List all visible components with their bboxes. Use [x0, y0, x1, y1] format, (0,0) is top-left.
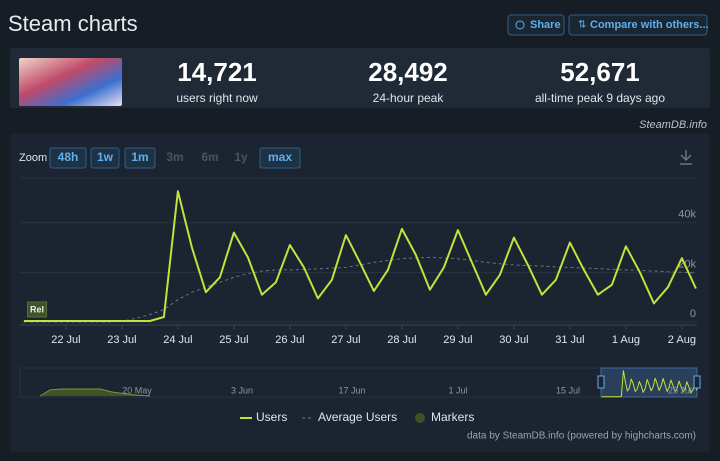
x-tick-label: 24 Jul: [163, 334, 192, 346]
zoom-button-label: 6m: [201, 150, 218, 164]
x-tick-label: 2 Aug: [668, 334, 696, 346]
x-tick-label: 23 Jul: [107, 334, 136, 346]
x-tick-label: 31 Jul: [555, 334, 584, 346]
series-line: [601, 370, 698, 398]
marker-label: Rel: [30, 304, 44, 314]
navigator-label: 15 Jul: [556, 385, 580, 395]
x-tick-label: 1 Aug: [612, 334, 640, 346]
page-title: Steam charts: [8, 11, 138, 36]
share-label[interactable]: Share: [530, 19, 561, 31]
legend-label[interactable]: Users: [256, 410, 287, 424]
x-tick-label: 27 Jul: [331, 334, 360, 346]
x-tick-label: 22 Jul: [51, 334, 80, 346]
share-button[interactable]: [507, 14, 565, 36]
x-tick-label: 30 Jul: [499, 334, 528, 346]
stat-value: 28,492: [368, 57, 448, 87]
navigator-label: 20 May: [122, 385, 152, 395]
credit: data by SteamDB.info (powered by highcha…: [467, 431, 696, 442]
legend-swatch: [415, 413, 425, 423]
navigator-label: 1 Jul: [448, 385, 467, 395]
compare-label[interactable]: Compare with others...: [590, 19, 709, 31]
stat-value: 14,721: [177, 57, 257, 87]
stat-label: users right now: [176, 91, 258, 105]
stat-label: 24-hour peak: [373, 91, 445, 105]
zoom-button-label[interactable]: 48h: [58, 150, 79, 164]
navigator-label: 17 Jun: [338, 385, 365, 395]
navigator-history: [39, 388, 151, 397]
y-tick-label: 40k: [678, 209, 696, 221]
zoom-button-label: 1y: [234, 150, 248, 164]
zoom-button-label: 3m: [166, 150, 183, 164]
zoom-button-label[interactable]: 1m: [131, 150, 148, 164]
navigator-handle[interactable]: [693, 375, 701, 389]
share-icon: [515, 20, 525, 30]
navigator-window[interactable]: [600, 367, 698, 398]
download-icon[interactable]: [680, 150, 692, 165]
navigator-label: 29 Jul: [668, 385, 692, 395]
y-tick-label: 0: [690, 308, 696, 320]
compare-icon: ⇅: [578, 20, 586, 31]
zoom-button[interactable]: [124, 147, 156, 169]
game-thumbnail: [19, 58, 122, 106]
stat-value: 52,671: [560, 57, 640, 87]
series-line: [23, 190, 697, 322]
x-tick-label: 28 Jul: [387, 334, 416, 346]
x-tick-label: 29 Jul: [443, 334, 472, 346]
zoom-button[interactable]: [49, 147, 87, 169]
x-tick-label: 25 Jul: [219, 334, 248, 346]
source: SteamDB.info: [639, 119, 707, 131]
navigator-handle[interactable]: [597, 375, 605, 389]
compare-button[interactable]: [568, 14, 708, 36]
stat-label: all-time peak 9 days ago: [535, 91, 665, 105]
zoom-label: Zoom: [19, 152, 47, 164]
zoom-button[interactable]: [259, 147, 301, 169]
marker: [27, 301, 48, 318]
stats-panel: [10, 48, 710, 108]
zoom-button-label[interactable]: max: [268, 150, 292, 164]
navigator-label: 3 Jun: [231, 385, 253, 395]
legend-label[interactable]: Average Users: [318, 410, 397, 424]
legend-label[interactable]: Markers: [431, 410, 474, 424]
x-tick-label: 26 Jul: [275, 334, 304, 346]
chart-panel: [10, 133, 710, 452]
zoom-button-label[interactable]: 1w: [97, 150, 114, 164]
zoom-button[interactable]: [90, 147, 120, 169]
